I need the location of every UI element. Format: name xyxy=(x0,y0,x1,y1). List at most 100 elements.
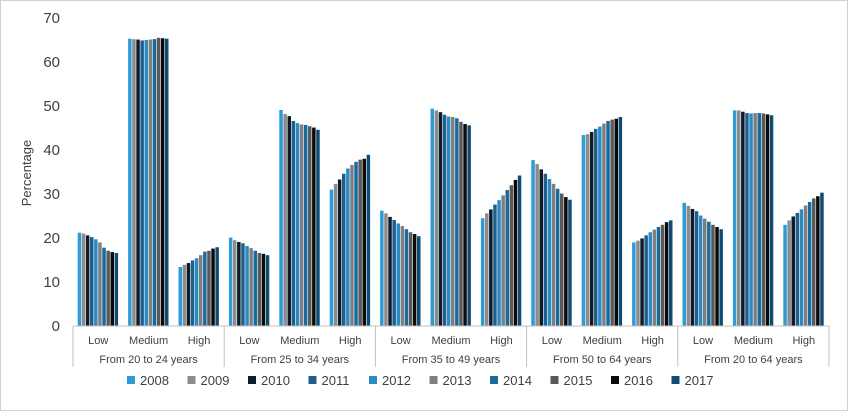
legend-label-2015: 2015 xyxy=(564,373,593,388)
bar-2008-9 xyxy=(531,160,535,326)
bar-2014-1 xyxy=(152,39,157,327)
bar-2011-3 xyxy=(241,243,245,326)
bar-2008-4 xyxy=(279,109,283,327)
bar-2008-6 xyxy=(380,210,384,326)
bar-2012-1 xyxy=(144,40,148,326)
bar-2015-12 xyxy=(711,224,715,326)
legend-label-2008: 2008 xyxy=(140,373,169,388)
bar-2016-7 xyxy=(463,124,467,326)
bar-2013-9 xyxy=(551,183,556,326)
bar-2009-2 xyxy=(182,264,187,326)
bar-2009-7 xyxy=(434,110,439,327)
legend-swatch-2011 xyxy=(308,376,317,384)
bar-2017-6 xyxy=(417,236,421,326)
bar-2008-3 xyxy=(228,237,233,326)
y-tick-label: 20 xyxy=(43,230,60,247)
bar-2016-3 xyxy=(261,253,266,326)
bar-2017-0 xyxy=(114,252,119,326)
bar-2017-9 xyxy=(568,199,572,326)
bar-2016-13 xyxy=(765,114,770,326)
bar-2012-14 xyxy=(799,209,804,326)
bar-2009-4 xyxy=(283,113,287,326)
x-category-label: Low xyxy=(391,335,411,347)
bar-2009-11 xyxy=(636,240,640,326)
bar-2014-11 xyxy=(656,227,661,326)
bar-2011-10 xyxy=(594,128,598,326)
bar-2014-2 xyxy=(203,251,207,326)
bar-2015-10 xyxy=(610,119,614,326)
bar-2012-11 xyxy=(648,232,652,326)
bar-2008-12 xyxy=(682,202,686,326)
bar-2015-0 xyxy=(106,250,110,326)
bar-2010-5 xyxy=(337,179,342,326)
bar-2016-0 xyxy=(110,252,114,326)
bar-2014-12 xyxy=(707,221,711,326)
bar-2011-4 xyxy=(291,120,296,327)
bar-2011-0 xyxy=(90,237,94,326)
bar-2016-6 xyxy=(412,234,417,326)
y-tick-label: 30 xyxy=(43,186,60,203)
bar-2015-14 xyxy=(812,198,816,326)
bar-2011-7 xyxy=(442,114,447,326)
bar-2016-9 xyxy=(564,197,568,326)
bar-2010-3 xyxy=(237,241,241,326)
bar-2016-8 xyxy=(513,179,518,326)
legend-label-2010: 2010 xyxy=(261,373,290,388)
x-category-label: High xyxy=(490,335,513,347)
legend-swatch-2009 xyxy=(187,376,196,384)
bar-2014-7 xyxy=(455,118,459,326)
bar-2012-4 xyxy=(295,123,300,326)
bar-2012-9 xyxy=(547,179,552,326)
y-tick-label: 70 xyxy=(43,10,60,27)
bar-2010-9 xyxy=(539,169,543,326)
bar-2009-5 xyxy=(333,183,338,326)
bar-2008-11 xyxy=(632,242,636,326)
bar-2013-0 xyxy=(98,242,102,326)
legend-label-2014: 2014 xyxy=(503,373,532,388)
bar-2013-2 xyxy=(199,255,203,326)
bar-2008-5 xyxy=(329,189,334,326)
bar-2010-0 xyxy=(85,235,90,326)
x-category-label: Low xyxy=(693,335,713,347)
x-group-label: From 20 to 24 years xyxy=(99,354,198,366)
bar-2013-7 xyxy=(451,117,455,326)
legend-swatch-2012 xyxy=(369,376,377,384)
bar-2016-5 xyxy=(362,158,366,326)
bar-2013-5 xyxy=(350,164,354,326)
bar-2010-4 xyxy=(287,116,291,327)
bar-2008-0 xyxy=(77,232,82,326)
bar-2012-8 xyxy=(497,200,501,326)
x-category-label: Low xyxy=(542,335,562,347)
bar-2017-4 xyxy=(316,129,320,326)
bar-2013-1 xyxy=(148,39,153,327)
bar-2015-3 xyxy=(257,252,262,326)
bar-2017-11 xyxy=(669,220,673,326)
y-tick-label: 10 xyxy=(43,274,60,291)
bar-2009-13 xyxy=(737,110,741,327)
bar-2011-9 xyxy=(543,173,548,326)
bar-2013-11 xyxy=(652,229,657,326)
bar-2009-9 xyxy=(535,164,539,326)
y-tick-label: 0 xyxy=(52,318,60,335)
legend-swatch-2013 xyxy=(429,376,438,384)
bar-2017-5 xyxy=(366,154,371,326)
bar-2014-14 xyxy=(807,201,812,326)
x-category-label: Medium xyxy=(280,335,319,347)
x-category-label: High xyxy=(641,335,664,347)
bar-2010-14 xyxy=(791,216,795,326)
bar-2013-8 xyxy=(501,195,505,326)
bar-2011-1 xyxy=(140,40,144,326)
y-axis-label: Percentage xyxy=(19,140,34,207)
bar-2013-12 xyxy=(703,218,707,326)
bar-2015-2 xyxy=(207,250,211,326)
bar-2011-5 xyxy=(342,173,346,326)
bar-2012-0 xyxy=(94,239,98,326)
bar-2009-1 xyxy=(132,39,136,327)
bar-2015-11 xyxy=(660,224,665,326)
legend-swatch-2008 xyxy=(127,376,135,384)
bar-2014-3 xyxy=(253,250,257,326)
bar-2008-2 xyxy=(178,267,182,326)
bar-2017-7 xyxy=(467,125,471,326)
bar-2017-13 xyxy=(769,115,774,327)
